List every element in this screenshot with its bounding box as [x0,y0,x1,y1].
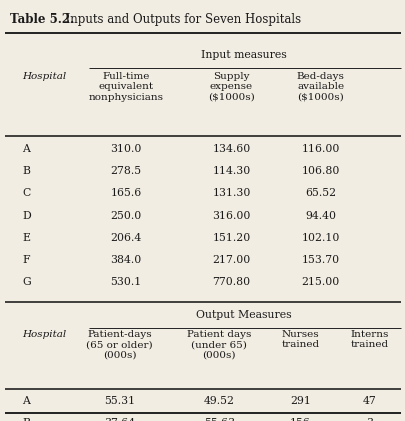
Text: 49.52: 49.52 [203,396,234,406]
Text: Hospital: Hospital [22,72,66,81]
Text: 134.60: 134.60 [212,144,250,154]
Text: 37.64: 37.64 [104,418,135,421]
Text: 165.6: 165.6 [110,189,141,198]
Text: 94.40: 94.40 [305,210,335,221]
Text: B: B [22,166,30,176]
Text: 65.52: 65.52 [305,189,335,198]
Text: 206.4: 206.4 [110,233,141,243]
Text: 131.30: 131.30 [212,189,250,198]
Text: Supply
expense
($1000s): Supply expense ($1000s) [207,72,254,102]
Text: 153.70: 153.70 [301,255,339,265]
Text: Nurses
trained: Nurses trained [281,330,319,349]
Text: 47: 47 [362,396,375,406]
Text: B: B [22,418,30,421]
Text: 156: 156 [289,418,310,421]
Text: 310.0: 310.0 [110,144,141,154]
Text: Input measures: Input measures [200,50,286,60]
Text: C: C [22,189,30,198]
Text: F: F [22,255,30,265]
Text: 291: 291 [289,396,310,406]
Text: A: A [22,396,30,406]
Text: 55.31: 55.31 [104,396,135,406]
Text: 316.00: 316.00 [212,210,250,221]
Text: 116.00: 116.00 [301,144,339,154]
Text: 530.1: 530.1 [110,277,141,287]
Text: 55.63: 55.63 [203,418,234,421]
Text: Table 5.2.: Table 5.2. [10,13,74,26]
Text: 250.0: 250.0 [110,210,141,221]
Text: Inputs and Outputs for Seven Hospitals: Inputs and Outputs for Seven Hospitals [58,13,301,26]
Text: Patient days
(under 65)
(000s): Patient days (under 65) (000s) [187,330,251,360]
Text: D: D [22,210,31,221]
Text: Bed-days
available
($1000s): Bed-days available ($1000s) [296,72,344,102]
Text: 106.80: 106.80 [301,166,339,176]
Text: 102.10: 102.10 [301,233,339,243]
Text: Hospital: Hospital [22,330,66,339]
Text: A: A [22,144,30,154]
Text: 217.00: 217.00 [212,255,250,265]
Text: 278.5: 278.5 [110,166,141,176]
Text: Interns
trained: Interns trained [350,330,388,349]
Text: Output Measures: Output Measures [195,310,291,320]
Text: 770.80: 770.80 [212,277,250,287]
Text: 114.30: 114.30 [212,166,250,176]
Text: 3: 3 [365,418,372,421]
Text: Full-time
equivalent
nonphysicians: Full-time equivalent nonphysicians [88,72,163,102]
Text: G: G [22,277,31,287]
Text: 151.20: 151.20 [212,233,250,243]
Text: E: E [22,233,30,243]
Text: 215.00: 215.00 [301,277,339,287]
Text: Patient-days
(65 or older)
(000s): Patient-days (65 or older) (000s) [86,330,153,360]
Text: 384.0: 384.0 [110,255,141,265]
